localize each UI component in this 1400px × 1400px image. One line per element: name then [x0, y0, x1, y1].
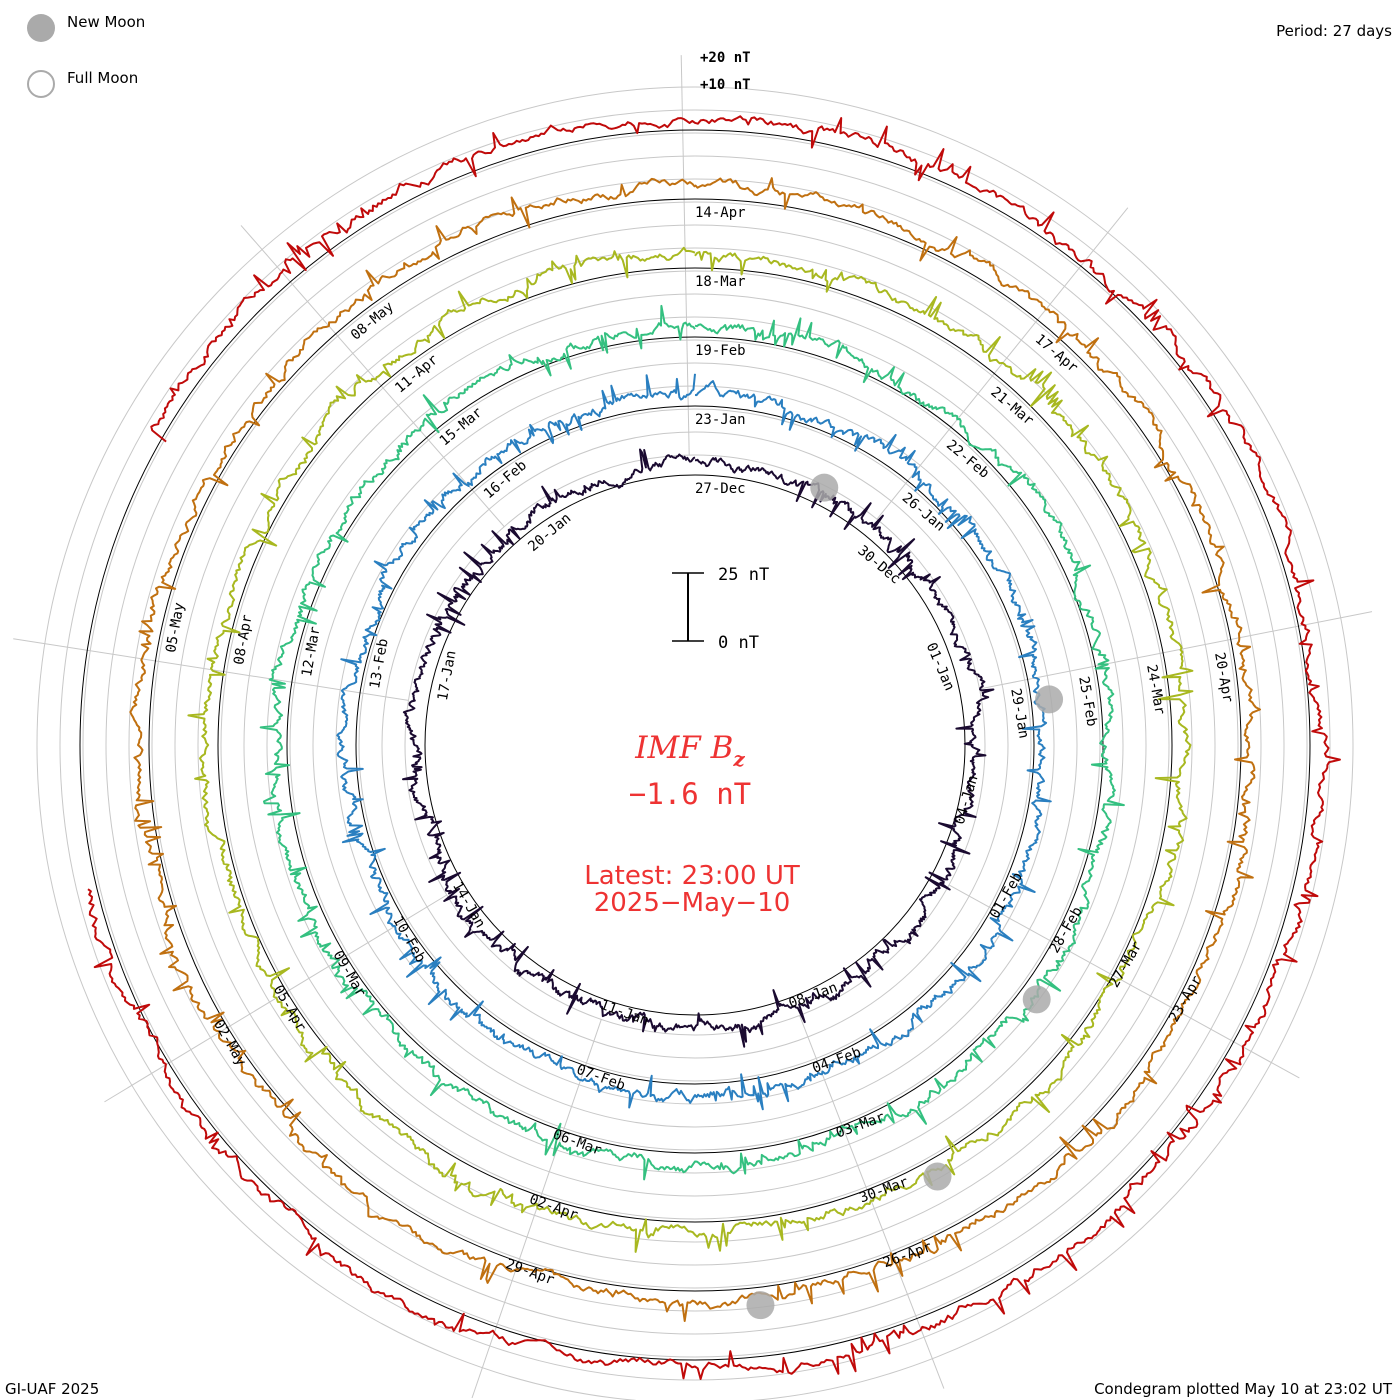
legend-new-moon-label: New Moon — [67, 13, 146, 31]
footer-plot-time: Condegram plotted May 10 at 23:02 UT — [1094, 1380, 1392, 1398]
ring-baseline — [424, 474, 966, 1016]
imf-bz-traces — [87, 115, 1341, 1380]
legend-full-moon-label: Full Moon — [67, 69, 139, 87]
date-label: 17-Apr — [1032, 331, 1081, 376]
bz-trace-ring-6 — [87, 115, 1341, 1380]
date-label: 29-Jan — [1007, 687, 1032, 740]
bz-trace-ring-1 — [402, 448, 995, 1048]
ring-baseline — [217, 267, 1173, 1223]
date-label: 11-Jan — [598, 997, 651, 1029]
latest-time: Latest: 23:00 UT — [584, 861, 800, 891]
date-label: 08-Jan — [787, 980, 840, 1012]
bz-trace-ring-2 — [336, 373, 1052, 1111]
date-label: 18-Mar — [695, 274, 746, 290]
scale-label-plus20: +20 nT — [700, 50, 751, 66]
date-label: 17-Jan — [435, 649, 460, 702]
grid-spoke — [948, 884, 1300, 1079]
grid-circle — [197, 247, 1193, 1243]
grid-spoke — [799, 1015, 945, 1389]
grid-circle — [59, 109, 1331, 1381]
grid-circle — [266, 316, 1124, 1174]
date-label: 27-Dec — [695, 481, 746, 497]
new-moon-marker — [923, 1162, 952, 1191]
grid-spoke — [680, 55, 690, 456]
grid-circle — [312, 362, 1078, 1128]
footer-credit: GI-UAF 2025 — [5, 1380, 100, 1398]
new-moon-marker — [1022, 985, 1051, 1014]
grid-circle — [105, 155, 1285, 1335]
date-label: 25-Feb — [1075, 675, 1100, 728]
grid-circle — [151, 201, 1239, 1289]
grid-circle — [36, 86, 1354, 1400]
chart-title-main: IMF B — [634, 730, 733, 766]
grid-circle — [289, 339, 1101, 1151]
grid-circle — [404, 454, 986, 1036]
ring-baseline — [355, 405, 1035, 1085]
legend-new-moon: New Moon — [27, 13, 146, 42]
new-moon-marker — [1035, 685, 1064, 714]
grid-circle — [335, 385, 1055, 1105]
scale-bar-bottom-label: 0 nT — [718, 633, 759, 653]
scale-label-plus10: +10 nT — [700, 77, 751, 93]
grid-circle — [358, 408, 1032, 1082]
scale-bar: 25 nT 0 nT — [672, 565, 769, 653]
new-moon-marker — [746, 1291, 775, 1320]
date-label: 01-Feb — [987, 870, 1026, 922]
date-label: 03-Mar — [834, 1109, 887, 1141]
bz-trace-ring-3 — [259, 304, 1125, 1181]
new-moon-marker — [810, 473, 839, 502]
new-moon-icon — [27, 14, 55, 42]
date-label: 26-Apr — [881, 1239, 934, 1271]
legend-full-moon: Full Moon — [27, 69, 139, 98]
grid-circle — [243, 293, 1147, 1197]
date-label: 23-Jan — [695, 412, 746, 428]
date-label: 19-Feb — [695, 343, 746, 359]
bz-trace-ring-4 — [187, 246, 1194, 1253]
ring-baseline — [79, 129, 1311, 1361]
date-label: 02-Apr — [527, 1191, 580, 1223]
date-label: 24-Mar — [1143, 663, 1168, 716]
grid-circle — [220, 270, 1170, 1220]
date-label: 01-Jan — [923, 640, 958, 693]
grid-circle — [174, 224, 1216, 1266]
date-label: 28-Feb — [1047, 904, 1086, 956]
latest-value: −1.6 nT — [629, 777, 751, 811]
date-label: 04-Jan — [952, 773, 982, 826]
date-label: 23-Apr — [1166, 973, 1205, 1025]
grid-spoke — [240, 225, 505, 527]
chart-title-sub: z — [732, 747, 745, 771]
moon-markers — [746, 473, 1064, 1320]
bz-trace-ring-5 — [129, 177, 1261, 1322]
ring-baseline — [148, 198, 1242, 1292]
date-label: 22-Feb — [943, 437, 992, 482]
scale-bar-top-label: 25 nT — [718, 565, 769, 585]
latest-date: 2025−May−10 — [594, 888, 791, 918]
date-label: 21-Mar — [987, 384, 1036, 429]
period-label: Period: 27 days — [1276, 22, 1392, 40]
grid-circle — [128, 178, 1262, 1312]
date-label: 07-Feb — [574, 1062, 627, 1094]
chart-title: IMF Bz — [634, 730, 745, 771]
date-label: 14-Apr — [695, 205, 746, 221]
grid-circle — [381, 431, 1009, 1059]
grid-circle — [82, 132, 1308, 1358]
grid-spoke — [979, 611, 1373, 690]
full-moon-icon — [27, 70, 55, 98]
date-label: 20-Apr — [1211, 651, 1236, 704]
date-label: 30-Mar — [857, 1174, 910, 1206]
radial-grid — [13, 55, 1373, 1400]
